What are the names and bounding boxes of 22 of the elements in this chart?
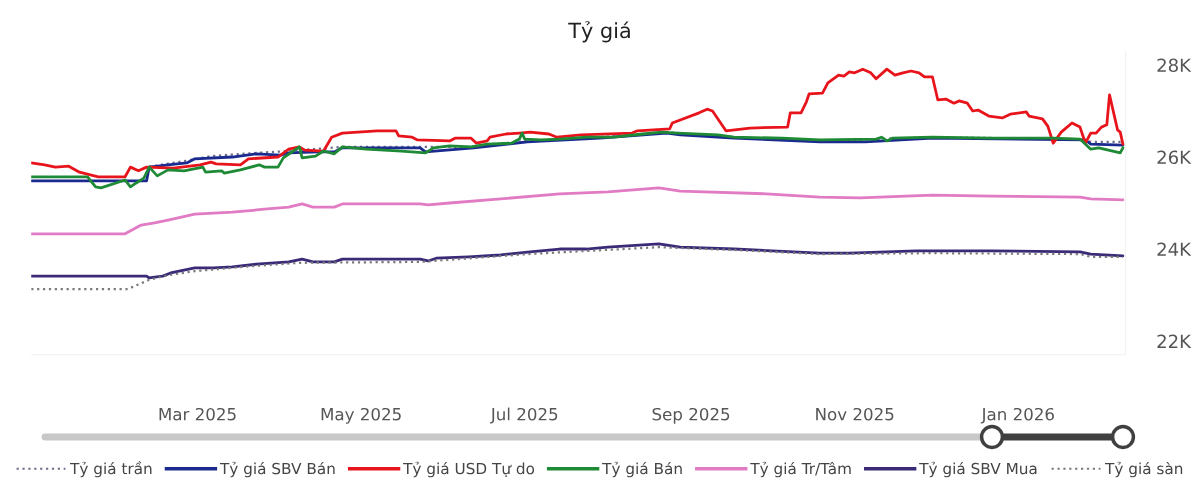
y-tick-label: 28K — [1157, 58, 1192, 73]
legend-label: Tỷ giá Bán — [602, 461, 682, 478]
legend-label: Tỷ giá SBV Mua — [919, 461, 1037, 478]
y-tick-label: 24K — [1157, 242, 1192, 256]
x-tick-label: Nov 2025 — [816, 407, 894, 421]
line-series — [31, 242, 1125, 280]
legend-label: Tỷ giá trần — [69, 461, 152, 478]
legend-label: Tỷ giá sàn — [1105, 461, 1183, 478]
line-series — [31, 246, 1125, 291]
x-tick-label: Mar 2025 — [159, 407, 236, 421]
legend-label: Tỷ giá SBV Bán — [219, 461, 335, 478]
y-tick-label: 22K — [1157, 334, 1192, 348]
x-tick-label: Jul 2025 — [489, 407, 558, 424]
legend-label: Tỷ giá USD Tự do — [403, 461, 535, 478]
legend-label: Tỷ giá Tr/Tâm — [750, 461, 851, 478]
x-tick-label: Sep 2025 — [652, 407, 730, 424]
line-series — [31, 186, 1125, 236]
line-series — [31, 67, 1125, 179]
y-tick-label: 26K — [1157, 150, 1192, 165]
x-tick-label: Jan 2026 — [980, 407, 1054, 424]
chart-title: Tỷ giá — [568, 21, 630, 43]
x-tick-label: May 2025 — [321, 407, 401, 424]
